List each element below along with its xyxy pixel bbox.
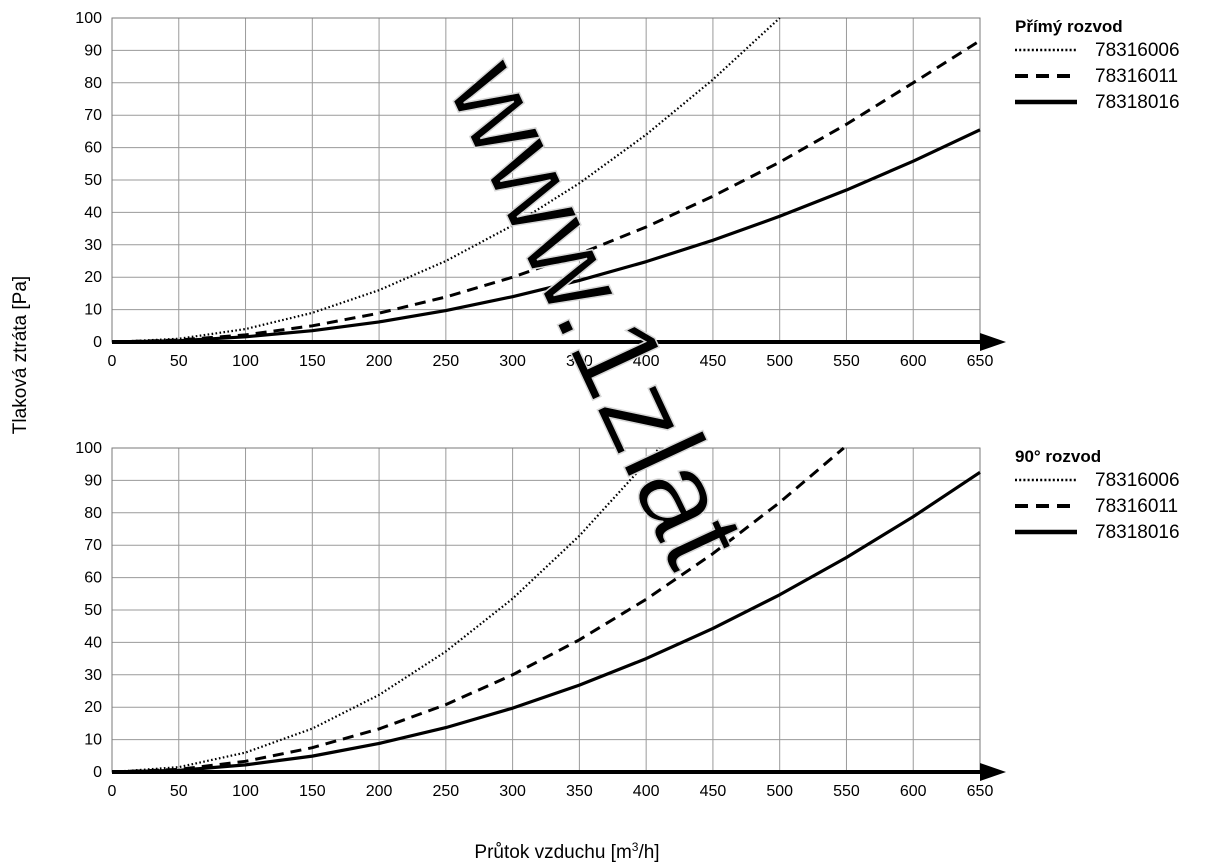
- legend: 90° rozvod 78316006 78316011 78318016: [1015, 447, 1180, 543]
- y-tick-label: 100: [75, 10, 102, 27]
- x-tick-label: 350: [566, 783, 593, 800]
- y-tick-label: 80: [84, 75, 102, 92]
- legend-label-78318016: 78318016: [1095, 522, 1180, 543]
- x-axis-label-main: Průtok vzduchu [m: [474, 842, 631, 863]
- x-axis-label-sup: 3: [632, 840, 639, 854]
- y-tick-label: 50: [84, 172, 102, 189]
- y-tick-label: 60: [84, 140, 102, 157]
- y-tick-label: 0: [93, 764, 102, 781]
- series-line-78316006: [112, 17, 781, 344]
- y-tick-label: 80: [84, 505, 102, 522]
- legend-label-78318016: 78318016: [1095, 92, 1180, 113]
- y-tick-label: 60: [84, 570, 102, 587]
- x-tick-label: 100: [232, 353, 259, 370]
- y-tick-label: 90: [84, 472, 102, 489]
- x-tick-label: 450: [700, 353, 727, 370]
- chart-panel-1: 0 50 100 150 200 250 300 350 400 450 500 550 600 650 0…: [75, 10, 1179, 370]
- x-tick-label: 500: [766, 783, 793, 800]
- x-tick-label: 100: [232, 783, 259, 800]
- x-tick-label: 50: [170, 783, 188, 800]
- legend: Přímý rozvod 78316006 78316011 78318016: [1015, 17, 1180, 113]
- x-tick-label: 500: [766, 353, 793, 370]
- x-tick-label: 300: [499, 783, 526, 800]
- y-tick-label: 30: [84, 237, 102, 254]
- x-tick-label: 400: [633, 353, 660, 370]
- series-line-78318016: [112, 470, 981, 774]
- x-tick-label: 600: [900, 783, 927, 800]
- x-tick-label: 50: [170, 353, 188, 370]
- legend-label-78316006: 78316006: [1095, 470, 1180, 491]
- y-tick-label: 70: [84, 107, 102, 124]
- x-tick-label: 550: [833, 353, 860, 370]
- x-tick-label: 250: [432, 353, 459, 370]
- x-tick-label: 550: [833, 783, 860, 800]
- x-axis-label: Průtok vzduchu [m3/h]: [474, 840, 659, 863]
- x-axis-arrowhead: [980, 763, 1006, 781]
- y-tick-label: 20: [84, 699, 102, 716]
- series-line-78316011: [112, 446, 845, 774]
- legend-title: 90° rozvod: [1015, 447, 1101, 466]
- x-tick-label: 300: [499, 353, 526, 370]
- y-tick-label: 20: [84, 269, 102, 286]
- x-tick-label: 350: [566, 353, 593, 370]
- x-tick-label: 200: [366, 353, 393, 370]
- x-tick-label: 250: [432, 783, 459, 800]
- legend-label-78316011: 78316011: [1095, 496, 1178, 517]
- x-tick-label: 150: [299, 353, 326, 370]
- x-tick-label: 0: [108, 783, 117, 800]
- chart-panel-2: 0 50 100 150 200 250 300 350 400 450 500 550 600 650 0…: [75, 440, 1179, 800]
- x-tick-label: 0: [108, 353, 117, 370]
- y-tick-label: 40: [84, 634, 102, 651]
- x-tick-label: 200: [366, 783, 393, 800]
- x-tick-label: 450: [700, 783, 727, 800]
- y-tick-label: 70: [84, 537, 102, 554]
- series-line-78316011: [112, 39, 981, 344]
- x-tick-label: 650: [967, 353, 994, 370]
- legend-title: Přímý rozvod: [1015, 17, 1123, 36]
- legend-label-78316011: 78316011: [1095, 66, 1178, 87]
- series-line-78318016: [112, 128, 981, 344]
- y-tick-label: 10: [84, 732, 102, 749]
- y-axis-label: Tlaková ztráta [Pa]: [10, 276, 31, 434]
- x-axis-label-end: /h]: [638, 842, 659, 863]
- y-tick-label: 50: [84, 602, 102, 619]
- y-tick-label: 90: [84, 42, 102, 59]
- x-tick-label: 600: [900, 353, 927, 370]
- series-line-78316006: [112, 447, 661, 774]
- y-tick-label: 40: [84, 204, 102, 221]
- legend-label-78316006: 78316006: [1095, 40, 1180, 61]
- y-tick-label: 0: [93, 334, 102, 351]
- y-tick-label: 100: [75, 440, 102, 457]
- x-axis-arrowhead: [980, 333, 1006, 351]
- y-tick-label: 10: [84, 302, 102, 319]
- x-tick-label: 650: [967, 783, 994, 800]
- y-tick-label: 30: [84, 667, 102, 684]
- x-tick-label: 150: [299, 783, 326, 800]
- x-tick-label: 400: [633, 783, 660, 800]
